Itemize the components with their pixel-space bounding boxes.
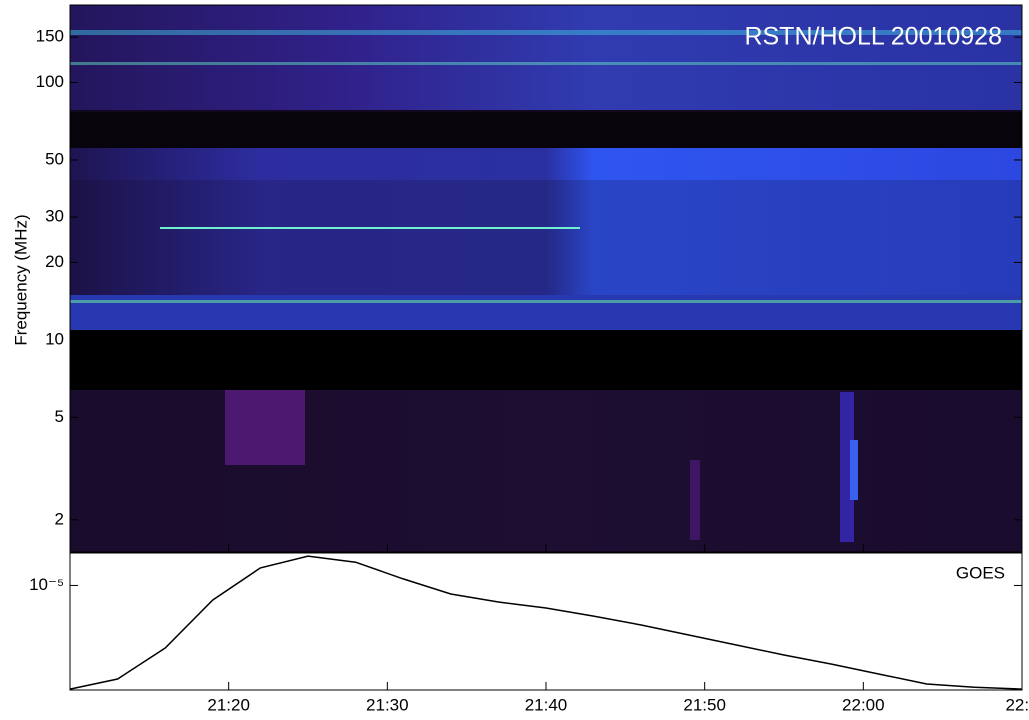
y-tick-label: 10	[45, 329, 64, 348]
x-tick-label: 22:00	[842, 695, 885, 714]
x-tick-label: 22:1	[1005, 695, 1029, 714]
y-axis-label: Frequency (MHz)	[11, 214, 30, 345]
goes-label: GOES	[956, 563, 1005, 582]
y-tick-label: 30	[45, 207, 64, 226]
spectrogram-image	[70, 5, 1022, 552]
y-tick-label: 2	[55, 509, 64, 528]
x-tick-label: 21:50	[683, 695, 726, 714]
chart-title: RSTN/HOLL 20010928	[744, 23, 1002, 51]
x-tick-label: 21:20	[207, 695, 250, 714]
y-tick-label: 150	[36, 27, 64, 46]
y-tick-label: 5	[55, 407, 64, 426]
y-tick-label: 100	[36, 72, 64, 91]
y-tick-label: 50	[45, 149, 64, 168]
x-tick-label: 21:30	[366, 695, 409, 714]
y-tick-label: 10⁻⁵	[29, 575, 64, 594]
y-tick-label: 20	[45, 252, 64, 271]
goes-frame	[69, 552, 1023, 691]
x-tick-label: 21:40	[525, 695, 568, 714]
goes-curve	[69, 555, 1023, 690]
